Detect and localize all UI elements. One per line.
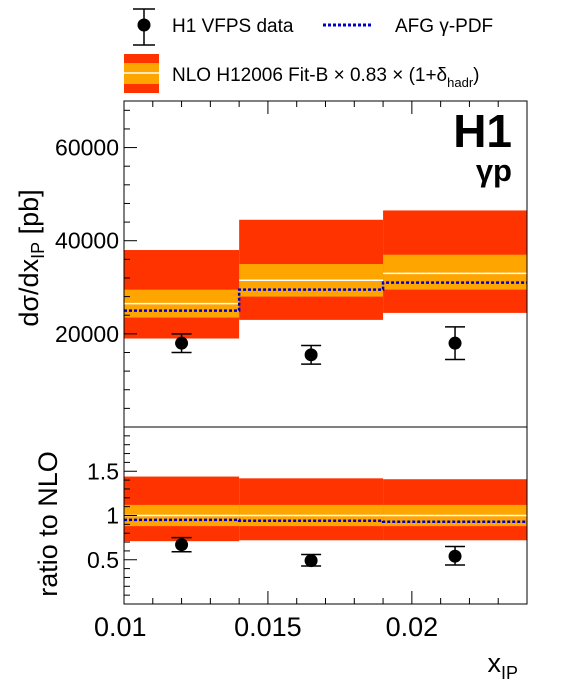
process-label: γp (476, 153, 512, 188)
top-y-tick-label-0: 20000 (55, 321, 119, 347)
top-afg-line (124, 281, 527, 312)
bottom-data-point-2 (445, 545, 466, 566)
bottom-y-axis: 0.5 1 1.5 (87, 435, 137, 596)
h1-brand: H1 (453, 105, 512, 157)
top-y-tick-label-2: 60000 (55, 135, 119, 161)
bottom-nlo-bands (124, 476, 527, 542)
bottom-marker-1 (304, 554, 318, 568)
top-central-lines (124, 272, 527, 305)
bottom-afg-curve (124, 518, 527, 523)
bottom-panel: 0.5 1 1.5 0.01 0.015 0.02 ratio to NLO xIP (33, 426, 528, 683)
top-marker-1 (304, 348, 318, 362)
bottom-marker-2 (448, 549, 462, 563)
top-data-points (171, 326, 466, 365)
top-marker-2 (448, 336, 462, 350)
bottom-data-point-0 (171, 536, 192, 553)
top-afg-curve (124, 281, 527, 312)
x-tick-label-1: 0.015 (234, 612, 302, 642)
x-tick-label-2: 0.02 (386, 612, 439, 642)
legend: H1 VFPS data AFG γ-PDF NLO H12006 Fit-B … (124, 8, 493, 93)
top-y-label: dσ/dxIP [pb] (14, 189, 48, 326)
top-y-tick-label-1: 40000 (55, 228, 119, 254)
bottom-afg-line (124, 518, 527, 523)
bottom-y-tick-label-0: 0.5 (87, 547, 119, 573)
legend-data-marker (133, 8, 155, 46)
legend-data-label: H1 VFPS data (172, 16, 294, 37)
top-band-scale-2 (383, 254, 527, 290)
top-marker-0 (175, 336, 189, 350)
x-axis-label: xIP (487, 648, 518, 683)
legend-nlo-band (124, 54, 159, 93)
bottom-marker-0 (175, 538, 189, 552)
bottom-x-axis: 0.01 0.015 0.02 (94, 591, 499, 642)
bottom-y-label: ratio to NLO (33, 451, 63, 597)
legend-afg-label: AFG γ-PDF (395, 16, 493, 37)
bottom-data-point-1 (301, 553, 322, 568)
top-data-point-0 (171, 333, 192, 354)
legend-nlo-label: NLO H12006 Fit-B × 0.83 × (1+δhadr) (172, 65, 480, 90)
top-nlo-bands (124, 210, 527, 339)
top-y-axis: 20000 40000 60000 (55, 109, 137, 409)
x-tick-label-0: 0.01 (94, 612, 147, 642)
bottom-y-tick-label-2: 1.5 (87, 458, 119, 484)
top-data-point-1 (301, 344, 322, 365)
bottom-y-tick-label-1: 1 (106, 503, 119, 529)
bottom-data-points (171, 536, 466, 568)
top-panel: 20000 40000 60000 H1 γp dσ/dxIP [pb] (14, 100, 528, 428)
top-x-ticks (152, 101, 499, 114)
top-data-point-2 (445, 326, 466, 361)
